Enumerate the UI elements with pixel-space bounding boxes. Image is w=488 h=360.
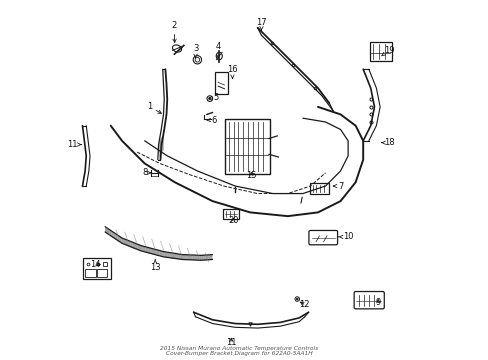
Polygon shape — [176, 254, 178, 259]
Polygon shape — [162, 251, 164, 257]
Polygon shape — [171, 253, 174, 259]
Ellipse shape — [208, 98, 210, 100]
Polygon shape — [132, 243, 135, 249]
Polygon shape — [145, 247, 148, 253]
Polygon shape — [203, 255, 205, 260]
Polygon shape — [183, 255, 185, 260]
Polygon shape — [190, 255, 192, 260]
Polygon shape — [154, 249, 157, 255]
Text: 11: 11 — [225, 338, 236, 347]
Polygon shape — [185, 255, 187, 260]
Polygon shape — [123, 239, 125, 245]
Polygon shape — [181, 255, 183, 260]
Text: 18: 18 — [381, 138, 394, 147]
Polygon shape — [128, 241, 130, 247]
Text: 7: 7 — [333, 181, 343, 190]
Text: 12: 12 — [299, 300, 309, 309]
Polygon shape — [178, 254, 181, 259]
Polygon shape — [209, 255, 211, 260]
Text: 3: 3 — [192, 44, 198, 58]
Text: 20: 20 — [227, 216, 238, 225]
Polygon shape — [148, 248, 151, 254]
Text: 11: 11 — [67, 140, 81, 149]
Text: 4: 4 — [215, 42, 220, 58]
Polygon shape — [192, 255, 195, 260]
Polygon shape — [120, 237, 122, 243]
Polygon shape — [125, 240, 128, 246]
Polygon shape — [201, 255, 203, 260]
Polygon shape — [122, 238, 123, 244]
Polygon shape — [169, 253, 171, 258]
Polygon shape — [130, 242, 132, 248]
Text: 5: 5 — [208, 93, 219, 102]
Text: 17: 17 — [256, 18, 266, 31]
Polygon shape — [157, 250, 159, 256]
Polygon shape — [135, 244, 137, 250]
Text: 15: 15 — [245, 171, 256, 180]
Polygon shape — [142, 246, 145, 252]
Polygon shape — [167, 252, 169, 258]
Text: 13: 13 — [150, 260, 160, 271]
Polygon shape — [164, 252, 167, 258]
Polygon shape — [187, 255, 190, 260]
Text: 16: 16 — [226, 65, 237, 78]
Polygon shape — [211, 255, 212, 260]
Polygon shape — [205, 255, 206, 260]
Polygon shape — [208, 255, 209, 260]
Polygon shape — [151, 248, 154, 255]
Polygon shape — [199, 255, 201, 260]
Polygon shape — [137, 244, 140, 251]
Text: 2: 2 — [171, 21, 176, 42]
Text: 2015 Nissan Murano Automatic Temperature Controls
Cover-Bumper Bracket Diagram f: 2015 Nissan Murano Automatic Temperature… — [160, 346, 317, 356]
Polygon shape — [206, 255, 208, 260]
Polygon shape — [195, 255, 197, 260]
Text: 9: 9 — [375, 298, 380, 307]
Polygon shape — [109, 230, 111, 237]
Ellipse shape — [296, 298, 298, 300]
Polygon shape — [113, 233, 115, 239]
Text: 8: 8 — [142, 168, 150, 177]
Polygon shape — [105, 227, 107, 234]
Text: 6: 6 — [207, 116, 217, 125]
Text: 10: 10 — [338, 233, 353, 242]
Polygon shape — [111, 231, 113, 238]
Text: 19: 19 — [381, 46, 394, 56]
Polygon shape — [174, 253, 176, 259]
Polygon shape — [197, 255, 199, 260]
Polygon shape — [107, 228, 109, 235]
Text: 14: 14 — [90, 260, 101, 269]
Polygon shape — [115, 234, 117, 241]
Text: 1: 1 — [146, 102, 161, 113]
Polygon shape — [140, 245, 142, 251]
Polygon shape — [159, 251, 162, 257]
Polygon shape — [117, 235, 120, 242]
